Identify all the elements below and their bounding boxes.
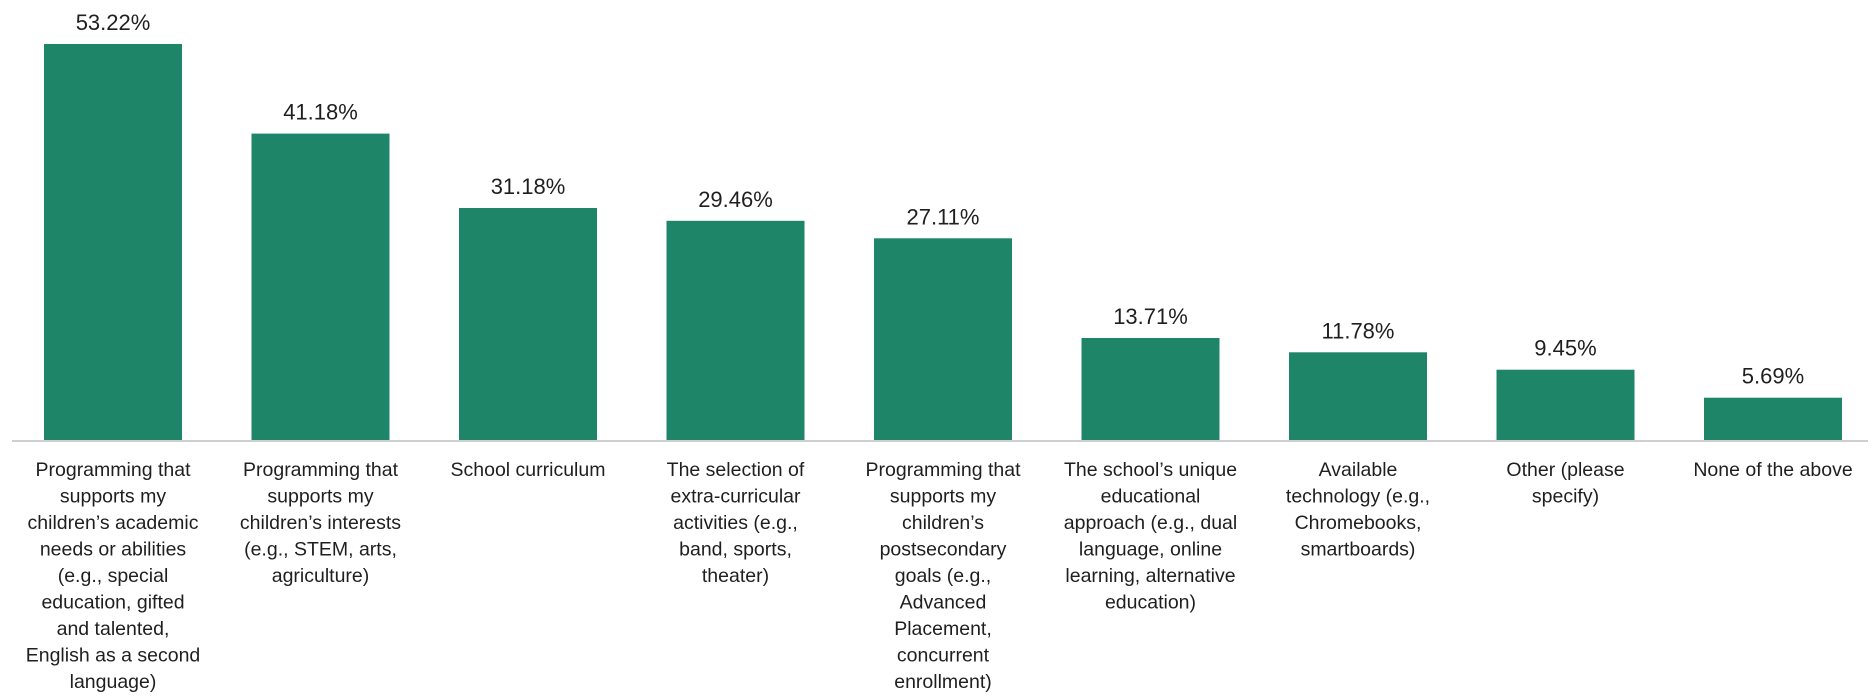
category-label-line: activities (e.g., — [673, 512, 798, 534]
category-label-line: supports my — [890, 486, 996, 508]
category-label-line: education) — [1105, 592, 1196, 614]
category-label-line: supports my — [60, 486, 166, 508]
category-label-line: Programming that — [36, 459, 192, 481]
bar-3 — [459, 208, 597, 440]
value-labels-group: 53.22% 41.18% 31.18% 29.46% 27.11% 13.71% 11.7… — [76, 10, 1805, 389]
bar-9 — [1704, 397, 1842, 440]
category-label-line: agriculture) — [272, 565, 370, 587]
category-label-line: concurrent — [897, 645, 990, 667]
category-label-line: education, gifted — [41, 592, 184, 614]
category-label-line: supports my — [267, 486, 373, 508]
bar-8 — [1496, 369, 1635, 440]
category-label-line: (e.g., special — [58, 565, 169, 587]
category-label-line: extra-curricular — [670, 486, 801, 508]
bar-6 — [1081, 338, 1220, 440]
value-label-5: 27.11% — [907, 204, 980, 229]
category-label-line: children’s — [902, 512, 984, 534]
category-label-line: Advanced — [900, 592, 987, 614]
category-label-5: Programming that supports my children’s pos… — [866, 459, 1022, 693]
category-label-line: School curriculum — [451, 459, 606, 481]
category-label-line: Other (please — [1506, 459, 1624, 481]
category-label-line: needs or abilities — [40, 539, 187, 561]
value-label-1: 53.22% — [76, 10, 151, 35]
category-label-9: None of the above — [1693, 459, 1852, 481]
category-label-7: Available technology (e.g., Chromebooks, sm… — [1286, 459, 1430, 561]
category-label-6: The school’s unique educational approach (… — [1064, 459, 1237, 614]
category-labels-group: Programming that supports my children’s ac… — [26, 459, 1853, 693]
category-label-line: Programming that — [243, 459, 399, 481]
value-label-6: 13.71% — [1113, 304, 1188, 329]
bar-2 — [251, 133, 390, 440]
category-label-line: theater) — [702, 565, 769, 587]
category-label-line: band, sports, — [679, 539, 792, 561]
category-label-8: Other (please specify) — [1506, 459, 1624, 508]
bar-1 — [44, 44, 182, 440]
value-label-8: 9.45% — [1534, 336, 1596, 361]
category-label-line: educational — [1101, 486, 1201, 508]
category-label-line: Available — [1319, 459, 1398, 481]
category-label-line: The school’s unique — [1064, 459, 1237, 481]
category-label-line: and talented, — [57, 618, 170, 640]
category-label-4: The selection of extra-curricular activiti… — [667, 459, 805, 587]
category-label-line: (e.g., STEM, arts, — [244, 539, 397, 561]
value-label-9: 5.69% — [1742, 364, 1804, 389]
category-label-line: technology (e.g., — [1286, 486, 1430, 508]
category-label-line: children’s academic — [28, 512, 199, 534]
category-label-line: language) — [70, 671, 157, 693]
value-label-7: 11.78% — [1322, 318, 1395, 343]
category-label-line: The selection of — [667, 459, 805, 481]
bars-group — [44, 44, 1842, 440]
value-label-3: 31.18% — [491, 174, 566, 199]
value-label-4: 29.46% — [698, 187, 773, 212]
category-label-line: None of the above — [1693, 459, 1852, 481]
category-label-line: Programming that — [866, 459, 1022, 481]
category-label-line: children’s interests — [240, 512, 401, 534]
category-label-line: goals (e.g., — [895, 565, 991, 587]
bar-4 — [666, 220, 805, 440]
category-label-3: School curriculum — [451, 459, 606, 481]
category-label-line: language, online — [1079, 539, 1222, 561]
bar-7 — [1289, 352, 1427, 440]
category-label-line: smartboards) — [1301, 539, 1416, 561]
category-label-line: learning, alternative — [1065, 565, 1235, 587]
value-label-2: 41.18% — [283, 100, 358, 125]
category-label-2: Programming that supports my children’s in… — [240, 459, 401, 587]
category-label-1: Programming that supports my children’s ac… — [26, 459, 201, 693]
category-label-line: postsecondary — [880, 539, 1007, 561]
category-label-line: Placement, — [894, 618, 992, 640]
category-label-line: English as a second — [26, 645, 201, 667]
category-label-line: Chromebooks, — [1295, 512, 1422, 534]
category-label-line: enrollment) — [894, 671, 992, 693]
category-label-line: specify) — [1532, 486, 1599, 508]
bar-5 — [874, 238, 1012, 440]
category-label-line: approach (e.g., dual — [1064, 512, 1237, 534]
